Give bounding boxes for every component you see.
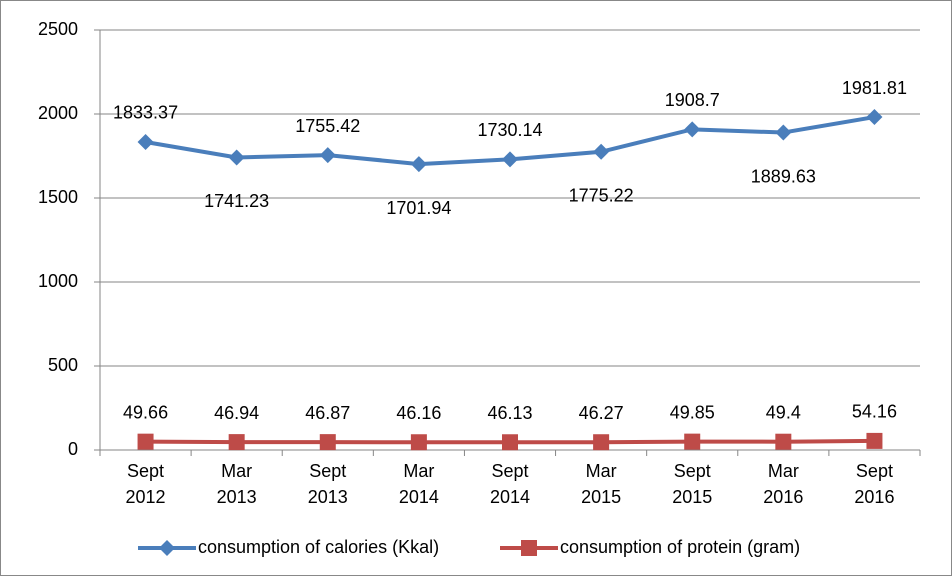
marker (866, 432, 883, 449)
data-label: 1833.37 (113, 103, 178, 123)
data-label: 1741.23 (204, 191, 269, 211)
data-label: 46.94 (214, 403, 259, 423)
marker (319, 147, 336, 164)
marker (593, 143, 610, 160)
y-tick-label: 1000 (38, 271, 78, 291)
data-label: 1908.7 (665, 90, 720, 110)
marker (137, 433, 154, 450)
marker (228, 434, 245, 451)
x-tick-label: Sept 2015 (672, 461, 713, 507)
x-tick-label: Mar 2013 (216, 461, 257, 507)
data-label: 1981.81 (842, 78, 907, 98)
legend-marker (159, 540, 175, 556)
data-label: 49.66 (123, 402, 168, 422)
x-tick-label: Sept 2016 (854, 461, 895, 507)
marker (502, 434, 518, 451)
marker (684, 121, 701, 138)
marker (410, 434, 427, 451)
y-tick-label: 500 (48, 355, 78, 375)
x-tick-label: Mar 2014 (398, 461, 439, 507)
y-tick-label: 2000 (38, 103, 78, 123)
data-label: 1775.22 (569, 186, 634, 206)
marker (137, 133, 154, 150)
x-tick-label: Mar 2015 (581, 461, 622, 507)
marker (866, 109, 883, 126)
marker (410, 156, 427, 173)
marker (593, 434, 610, 451)
marker (228, 149, 245, 166)
y-tick-label: 1500 (38, 187, 78, 207)
marker (775, 433, 792, 450)
data-label: 54.16 (852, 402, 897, 422)
legend-label: consumption of protein (gram) (560, 537, 800, 557)
x-tick-label: Mar 2016 (763, 461, 804, 507)
x-tick-label: Sept 2013 (307, 461, 348, 507)
marker (502, 151, 518, 168)
data-label: 49.85 (670, 402, 715, 422)
data-label: 46.13 (487, 403, 532, 423)
data-label: 1701.94 (386, 198, 451, 218)
legend-label: consumption of calories (Kkal) (198, 537, 439, 557)
data-label: 1889.63 (751, 166, 816, 186)
data-label: 1755.42 (295, 116, 360, 136)
data-label: 46.16 (396, 403, 441, 423)
y-tick-label: 2500 (38, 19, 78, 39)
y-tick-label: 0 (68, 439, 78, 459)
data-label: 46.87 (305, 403, 350, 423)
marker (319, 434, 336, 451)
data-label: 46.27 (579, 403, 624, 423)
data-label: 49.4 (766, 402, 801, 422)
marker (684, 433, 701, 450)
marker (775, 124, 792, 141)
x-tick-label: Sept 2014 (489, 461, 531, 507)
x-tick-label: Sept 2012 (125, 461, 166, 507)
data-label: 1730.14 (477, 120, 542, 140)
legend-marker (521, 540, 537, 556)
